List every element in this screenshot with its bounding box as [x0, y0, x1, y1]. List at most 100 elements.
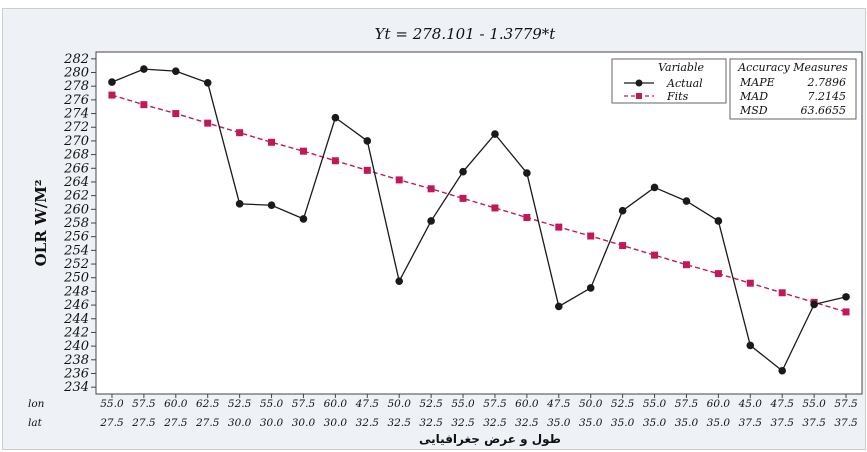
x-row-label-lon: lon [28, 398, 45, 410]
x-tick-label-lon: 60.0 [164, 398, 188, 410]
x-tick-label-lon: 57.5 [292, 398, 316, 410]
fits-point [523, 214, 531, 222]
y-tick-label: 260 [63, 202, 89, 217]
legend-title: Variable [658, 61, 704, 74]
x-tick-label-lon: 57.5 [834, 398, 858, 410]
legend-fits-marker [636, 93, 642, 99]
actual-point [618, 206, 627, 215]
x-row-label-lat: lat [28, 417, 43, 429]
x-tick-label-lon: 45.0 [738, 398, 763, 410]
y-axis-title: OLR W/M² [32, 180, 50, 267]
y-axis: 2342362382402422442462482502522542562582… [63, 52, 96, 395]
actual-point [363, 137, 372, 145]
x-tick-label-lon: 52.5 [611, 398, 635, 410]
y-tick-label: 250 [63, 271, 89, 286]
accuracy-label-mad: MAD [739, 90, 768, 103]
y-tick-label: 242 [63, 325, 89, 340]
x-tick-label-lat: 27.5 [99, 417, 124, 429]
actual-point [459, 167, 467, 176]
x-axis-title: طول و عرض جغرافیایی [419, 432, 561, 447]
x-tick-label-lat: 30.0 [292, 417, 316, 429]
fits-point [778, 289, 786, 297]
fits-point [619, 242, 627, 250]
actual-point [235, 200, 244, 208]
x-tick-label-lat: 37.5 [739, 417, 763, 429]
fits-point [491, 204, 499, 212]
actual-point [650, 183, 659, 192]
x-tick-label-lon: 60.0 [707, 398, 731, 410]
x-tick-label-lon: 57.5 [483, 398, 507, 410]
x-tick-label-lon: 55.0 [100, 398, 124, 410]
series-actual [108, 65, 850, 375]
y-tick-label: 276 [63, 93, 89, 108]
x-tick-label-lat: 35.0 [547, 417, 571, 429]
fits-point [268, 138, 276, 146]
x-tick-label-lon: 47.5 [355, 398, 380, 410]
actual-point [554, 302, 563, 311]
x-tick-label-lon: 60.0 [324, 398, 348, 410]
actual-point [171, 67, 180, 75]
accuracy-measures: Accuracy Measures MAPE 2.7896 MAD 7.2145… [729, 58, 857, 120]
accuracy-title: Accuracy Measures [737, 61, 848, 74]
fits-point [363, 166, 371, 174]
x-tick-label-lat: 37.5 [771, 417, 795, 429]
y-tick-label: 280 [63, 66, 89, 81]
accuracy-value-msd: 63.6655 [801, 104, 847, 117]
legend-actual-label: Actual [666, 77, 703, 90]
x-tick-label-lat: 27.5 [195, 417, 220, 429]
fits-point [236, 129, 244, 137]
x-tick-label-lat: 27.5 [131, 417, 156, 429]
y-tick-label: 236 [63, 366, 89, 381]
actual-point [746, 341, 755, 350]
x-tick-label-lon: 47.5 [770, 398, 795, 410]
y-tick-label: 268 [63, 148, 89, 163]
x-tick-label-lat: 30.0 [324, 417, 348, 429]
actual-point [523, 169, 531, 177]
x-axis: 55.0 27.5 57.5 27.5 60.0 27.5 62.5 27.5 52.5 30.0… [99, 394, 858, 429]
x-tick-label-lat: 37.5 [834, 417, 858, 429]
y-tick-label: 258 [63, 216, 89, 231]
actual-point [842, 293, 850, 301]
y-tick-label: 238 [63, 353, 89, 368]
fits-point [842, 308, 850, 316]
actual-point [140, 65, 148, 73]
actual-point [331, 113, 340, 122]
x-tick-label-lat: 35.0 [707, 417, 731, 429]
x-tick-label-lat: 30.0 [228, 417, 252, 429]
actual-point [714, 217, 723, 225]
x-tick-label-lat: 35.0 [643, 417, 667, 429]
actual-point [108, 78, 116, 86]
y-tick-label: 252 [63, 257, 89, 272]
y-tick-label: 246 [63, 298, 89, 313]
x-tick-label-lat: 32.5 [419, 417, 443, 429]
fits-point [140, 101, 148, 109]
x-tick-label-lat: 32.5 [388, 417, 412, 429]
fits-point [555, 223, 563, 231]
x-tick-label-lat: 30.0 [260, 417, 284, 429]
actual-point [299, 215, 308, 223]
x-tick-label-lon: 55.0 [802, 398, 826, 410]
x-tick-label-lat: 35.0 [675, 417, 699, 429]
x-tick-label-lat: 35.0 [579, 417, 603, 429]
y-tick-label: 248 [63, 284, 89, 299]
legend: Variable Actual Fits [611, 58, 727, 104]
y-tick-label: 264 [63, 175, 89, 190]
x-tick-label-lon: 57.5 [675, 398, 699, 410]
y-tick-label: 244 [63, 312, 89, 327]
y-tick-label: 282 [63, 52, 89, 67]
y-tick-label: 254 [63, 243, 89, 258]
fits-point [204, 119, 212, 127]
x-tick-label-lon: 55.0 [451, 398, 475, 410]
fits-point [682, 261, 690, 269]
x-tick-label-lon: 57.5 [132, 398, 156, 410]
fits-point [299, 147, 307, 155]
x-tick-label-lat: 32.5 [483, 417, 507, 429]
x-tick-label-lon: 52.5 [419, 398, 443, 410]
y-tick-label: 240 [63, 339, 89, 354]
chart-title: Yt = 278.101 - 1.3779*t [375, 25, 557, 43]
fits-point [395, 176, 403, 184]
actual-line [111, 68, 847, 372]
x-tick-label-lat: 27.5 [163, 417, 188, 429]
